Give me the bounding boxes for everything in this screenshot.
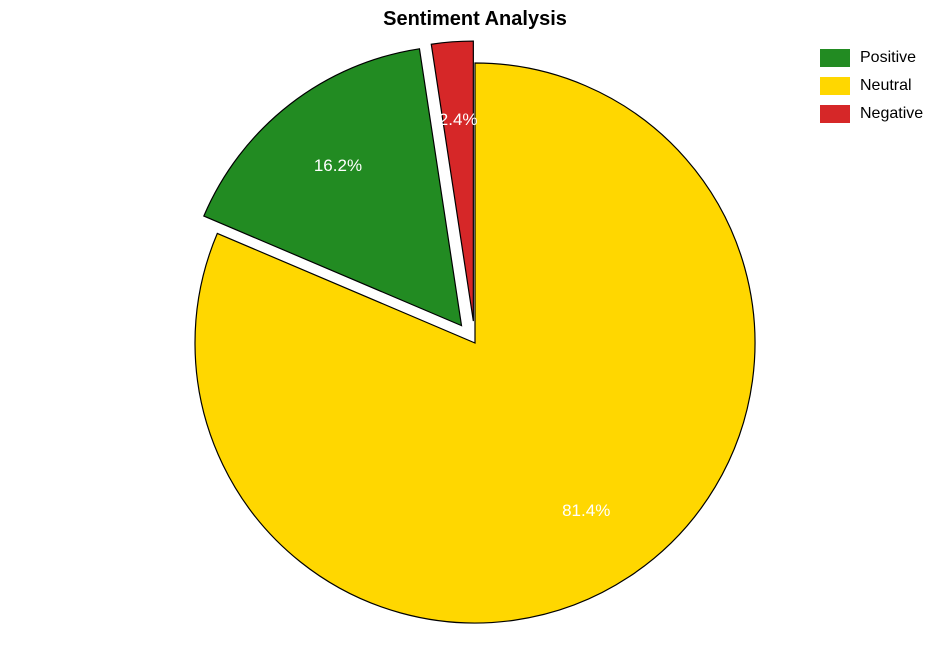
- chart-legend: Positive Neutral Negative: [820, 46, 923, 130]
- legend-item-positive: Positive: [820, 46, 923, 70]
- slice-label-positive: 16.2%: [314, 156, 362, 176]
- legend-swatch-neutral: [820, 77, 850, 95]
- legend-label-positive: Positive: [860, 49, 916, 67]
- legend-swatch-positive: [820, 49, 850, 67]
- slice-label-neutral: 81.4%: [562, 501, 610, 521]
- legend-swatch-negative: [820, 105, 850, 123]
- slice-label-negative: 2.4%: [439, 110, 478, 130]
- legend-item-neutral: Neutral: [820, 74, 923, 98]
- pie-chart-svg: [0, 0, 950, 662]
- legend-item-negative: Negative: [820, 102, 923, 126]
- legend-label-negative: Negative: [860, 105, 923, 123]
- chart-container: Sentiment Analysis Positive Neutral Nega…: [0, 0, 950, 662]
- legend-label-neutral: Neutral: [860, 77, 912, 95]
